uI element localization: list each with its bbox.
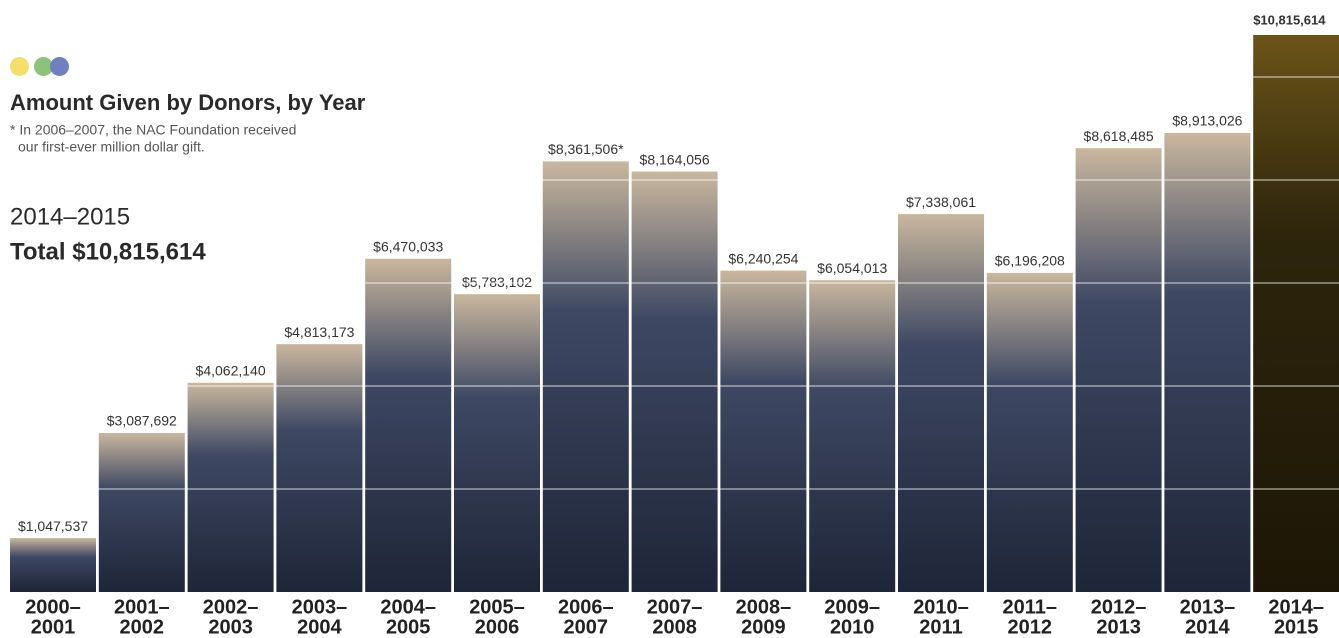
bar <box>720 270 807 592</box>
x-tick-label: 2009– <box>824 596 880 618</box>
bar <box>631 171 718 592</box>
x-tick-label: 2007– <box>647 596 703 618</box>
value-label: $8,361,506* <box>548 141 624 157</box>
x-tick-label: 2003– <box>292 596 348 618</box>
bar <box>98 432 185 592</box>
x-tick-label: 2001– <box>114 596 170 618</box>
x-tick-label: 2010 <box>830 616 875 638</box>
x-tick-label: 2014– <box>1268 596 1324 618</box>
bar <box>1164 132 1251 593</box>
x-tick-label: 2010– <box>913 596 969 618</box>
x-tick-label: 2009 <box>741 616 786 638</box>
bar <box>187 382 274 592</box>
x-tick-label: 2015 <box>1274 616 1319 638</box>
value-label: $8,913,026 <box>1172 113 1242 129</box>
bar <box>542 161 629 592</box>
x-tick-label: 2001 <box>31 616 76 638</box>
x-tick-label: 2005– <box>469 596 525 618</box>
value-label: $8,618,485 <box>1084 128 1154 144</box>
subtitle: 2014–2015 <box>10 203 130 230</box>
bar <box>10 538 96 592</box>
decor-dot <box>10 57 29 76</box>
bar <box>365 258 452 592</box>
value-label: $6,470,033 <box>373 238 443 254</box>
x-tick-label: 2011 <box>919 616 962 638</box>
value-label: $7,338,061 <box>906 194 976 210</box>
value-label: $1,047,537 <box>18 518 88 534</box>
bar <box>1075 148 1162 592</box>
x-tick-label: 2012– <box>1091 596 1147 618</box>
x-tick-label: 2002– <box>203 596 259 618</box>
x-tick-label: 2003 <box>208 616 253 638</box>
bar <box>454 294 540 592</box>
decor-dot <box>34 57 53 76</box>
note: our first-ever million dollar gift. <box>18 139 205 155</box>
x-tick-label: 2012 <box>1008 616 1053 638</box>
x-tick-label: 2002 <box>120 616 165 638</box>
x-tick-label: 2004 <box>297 616 342 638</box>
x-tick-label: 2013– <box>1180 596 1236 618</box>
total-label: Total $10,815,614 <box>10 238 206 265</box>
x-tick-label: 2006 <box>475 616 520 638</box>
value-label: $4,062,140 <box>196 363 266 379</box>
value-label: $10,815,614 <box>1253 12 1326 27</box>
bar <box>898 214 984 592</box>
value-label: $4,813,173 <box>284 324 354 340</box>
x-tick-label: 2014 <box>1185 616 1230 638</box>
decor-dot <box>50 57 69 76</box>
x-tick-label: 2006– <box>558 596 614 618</box>
bar <box>809 280 896 592</box>
chart-title: Amount Given by Donors, by Year <box>10 90 366 115</box>
value-label: $6,240,254 <box>728 250 798 266</box>
x-tick-label: 2011– <box>1003 596 1058 618</box>
value-label: $5,783,102 <box>462 274 532 290</box>
bar <box>986 272 1073 592</box>
x-tick-label: 2007 <box>564 616 609 638</box>
x-tick-label: 2004– <box>380 596 436 618</box>
x-tick-label: 2005 <box>386 616 431 638</box>
x-tick-label: 2013 <box>1096 616 1141 638</box>
x-tick-label: 2008 <box>652 616 697 638</box>
bar <box>1253 35 1339 592</box>
value-label: $6,054,013 <box>817 260 887 276</box>
bar <box>276 344 363 592</box>
value-label: $3,087,692 <box>107 413 177 429</box>
x-tick-label: 2008– <box>736 596 792 618</box>
value-label: $6,196,208 <box>995 253 1065 269</box>
value-label: $8,164,056 <box>640 151 710 167</box>
x-tick-label: 2000– <box>25 596 81 618</box>
note: * In 2006–2007, the NAC Foundation recei… <box>10 122 296 138</box>
